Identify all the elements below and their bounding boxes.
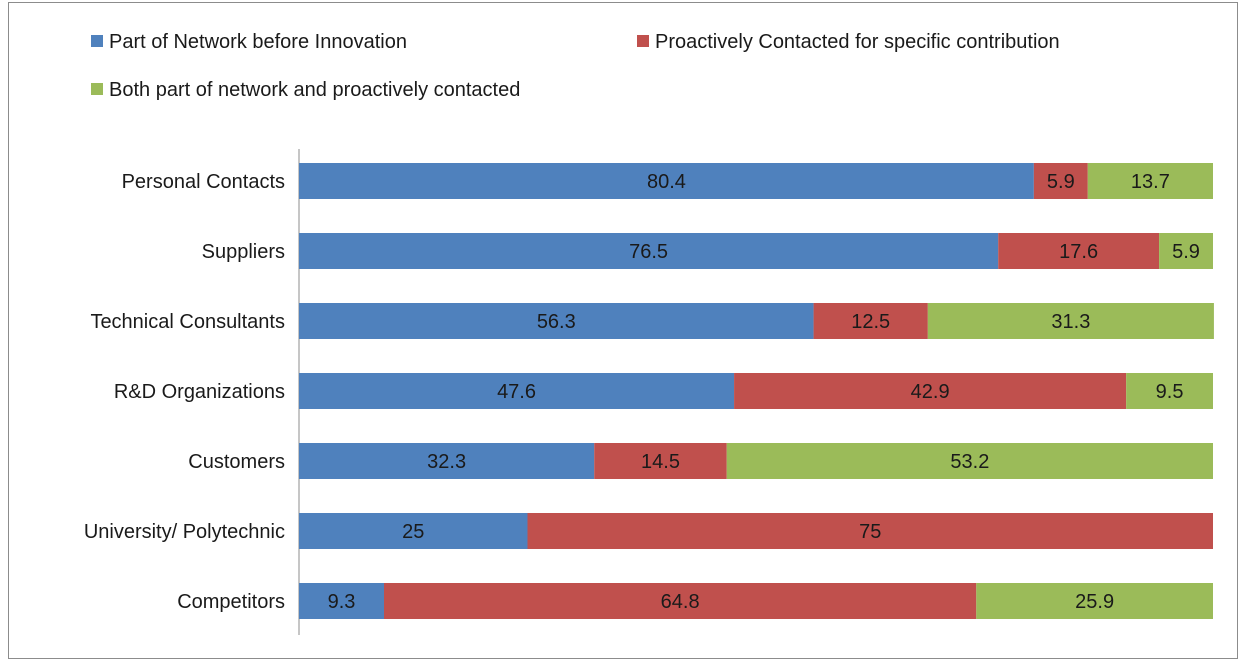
legend-swatch xyxy=(91,35,103,47)
data-label: 25.9 xyxy=(1075,591,1114,613)
bar-segment xyxy=(1087,163,1213,199)
bar-segment xyxy=(299,513,528,549)
data-label: 76.5 xyxy=(629,241,668,263)
legend-swatch xyxy=(637,35,649,47)
data-label: 12.5 xyxy=(851,311,890,333)
bar-segment xyxy=(299,583,385,619)
bar-segment xyxy=(813,303,928,339)
data-label: 53.2 xyxy=(950,451,989,473)
bar-segment xyxy=(1159,233,1213,269)
bar-segment xyxy=(299,233,999,269)
bar-segment xyxy=(927,303,1214,339)
data-label: 64.8 xyxy=(661,591,700,613)
category-label: University/ Polytechnic xyxy=(84,521,285,543)
data-label: 32.3 xyxy=(427,451,466,473)
bar-segment xyxy=(998,233,1160,269)
data-label: 80.4 xyxy=(647,171,686,193)
data-label: 13.7 xyxy=(1131,171,1170,193)
category-label: Competitors xyxy=(177,591,285,613)
category-label: Suppliers xyxy=(202,241,285,263)
bar-segment xyxy=(594,443,727,479)
bar-segment xyxy=(299,443,595,479)
bar-segment xyxy=(726,443,1213,479)
bar-segment xyxy=(1126,373,1213,409)
bar-segment xyxy=(299,373,735,409)
bar-segment xyxy=(384,583,977,619)
stacked-bar-chart: Part of Network before Innovation Proacti… xyxy=(84,31,1214,635)
legend-item: Proactively Contacted for specific contr… xyxy=(637,31,1060,53)
data-label: 75 xyxy=(859,521,881,543)
bar-segment xyxy=(1033,163,1088,199)
legend-label: Proactively Contacted for specific contr… xyxy=(655,31,1060,53)
data-label: 5.9 xyxy=(1172,241,1200,263)
legend-label: Both part of network and proactively con… xyxy=(109,79,520,101)
legend-item: Part of Network before Innovation xyxy=(91,31,407,53)
legend: Part of Network before Innovation Proacti… xyxy=(91,31,1060,101)
data-label: 9.3 xyxy=(328,591,356,613)
data-label: 47.6 xyxy=(497,381,536,403)
data-label: 5.9 xyxy=(1047,171,1075,193)
category-label: Technical Consultants xyxy=(90,311,285,333)
data-label: 31.3 xyxy=(1051,311,1090,333)
data-label: 42.9 xyxy=(911,381,950,403)
data-label: 25 xyxy=(402,521,424,543)
plot-area: Personal Contacts 80.4 5.9 13.7 Suppliers 76.… xyxy=(84,149,1214,635)
data-label: 9.5 xyxy=(1156,381,1184,403)
category-label: R&D Organizations xyxy=(114,381,285,403)
bar-segment xyxy=(299,303,814,339)
category-label: Customers xyxy=(188,451,285,473)
legend-label: Part of Network before Innovation xyxy=(109,31,407,53)
data-label: 17.6 xyxy=(1059,241,1098,263)
category-label: Personal Contacts xyxy=(122,171,285,193)
legend-item: Both part of network and proactively con… xyxy=(91,79,520,101)
legend-swatch xyxy=(91,83,103,95)
data-label: 14.5 xyxy=(641,451,680,473)
data-label: 56.3 xyxy=(537,311,576,333)
bar-segment xyxy=(976,583,1213,619)
bar-segment xyxy=(299,163,1034,199)
chart-frame: Part of Network before Innovation Proacti… xyxy=(8,2,1238,659)
bar-segment xyxy=(527,513,1213,549)
bar-segment xyxy=(734,373,1127,409)
